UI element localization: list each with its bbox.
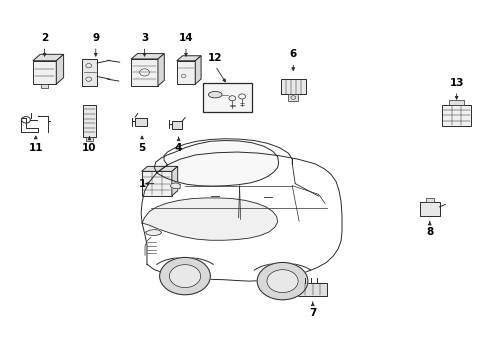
Polygon shape [154,140,278,186]
Polygon shape [33,54,63,61]
Text: 13: 13 [448,78,463,88]
Bar [280,79,305,94]
Bar [33,61,56,84]
Bar [425,198,433,202]
Polygon shape [56,54,63,84]
Text: 2: 2 [41,33,48,43]
Bar [298,283,327,296]
Bar [41,84,48,87]
Bar [172,121,182,130]
Polygon shape [195,56,201,84]
Text: 14: 14 [178,33,193,43]
Text: 8: 8 [426,227,432,237]
Bar [203,83,251,112]
Text: 12: 12 [207,53,222,63]
Text: 1: 1 [138,179,145,189]
Polygon shape [170,183,180,189]
Text: 4: 4 [175,143,182,153]
Polygon shape [146,229,161,235]
Bar [85,137,93,140]
Circle shape [159,257,210,295]
Text: 11: 11 [28,143,43,153]
Bar [81,59,97,86]
Circle shape [266,270,298,293]
Bar [288,94,298,101]
Bar [448,100,463,105]
Bar [131,59,158,86]
Text: 3: 3 [141,33,148,43]
Bar [176,61,195,84]
Bar [441,105,470,126]
Circle shape [257,262,307,300]
Text: 9: 9 [92,33,99,43]
Bar [135,118,147,126]
Circle shape [169,265,200,288]
Polygon shape [142,198,277,240]
Polygon shape [176,56,201,61]
Bar [142,171,171,196]
Ellipse shape [208,91,222,98]
Polygon shape [158,54,164,86]
Bar [83,105,96,137]
Polygon shape [131,54,164,59]
Polygon shape [142,166,177,171]
Bar [419,202,439,216]
Text: 10: 10 [82,143,97,153]
Text: 7: 7 [308,308,316,318]
Polygon shape [171,166,177,196]
Text: 6: 6 [289,49,296,59]
Text: 5: 5 [138,143,145,153]
